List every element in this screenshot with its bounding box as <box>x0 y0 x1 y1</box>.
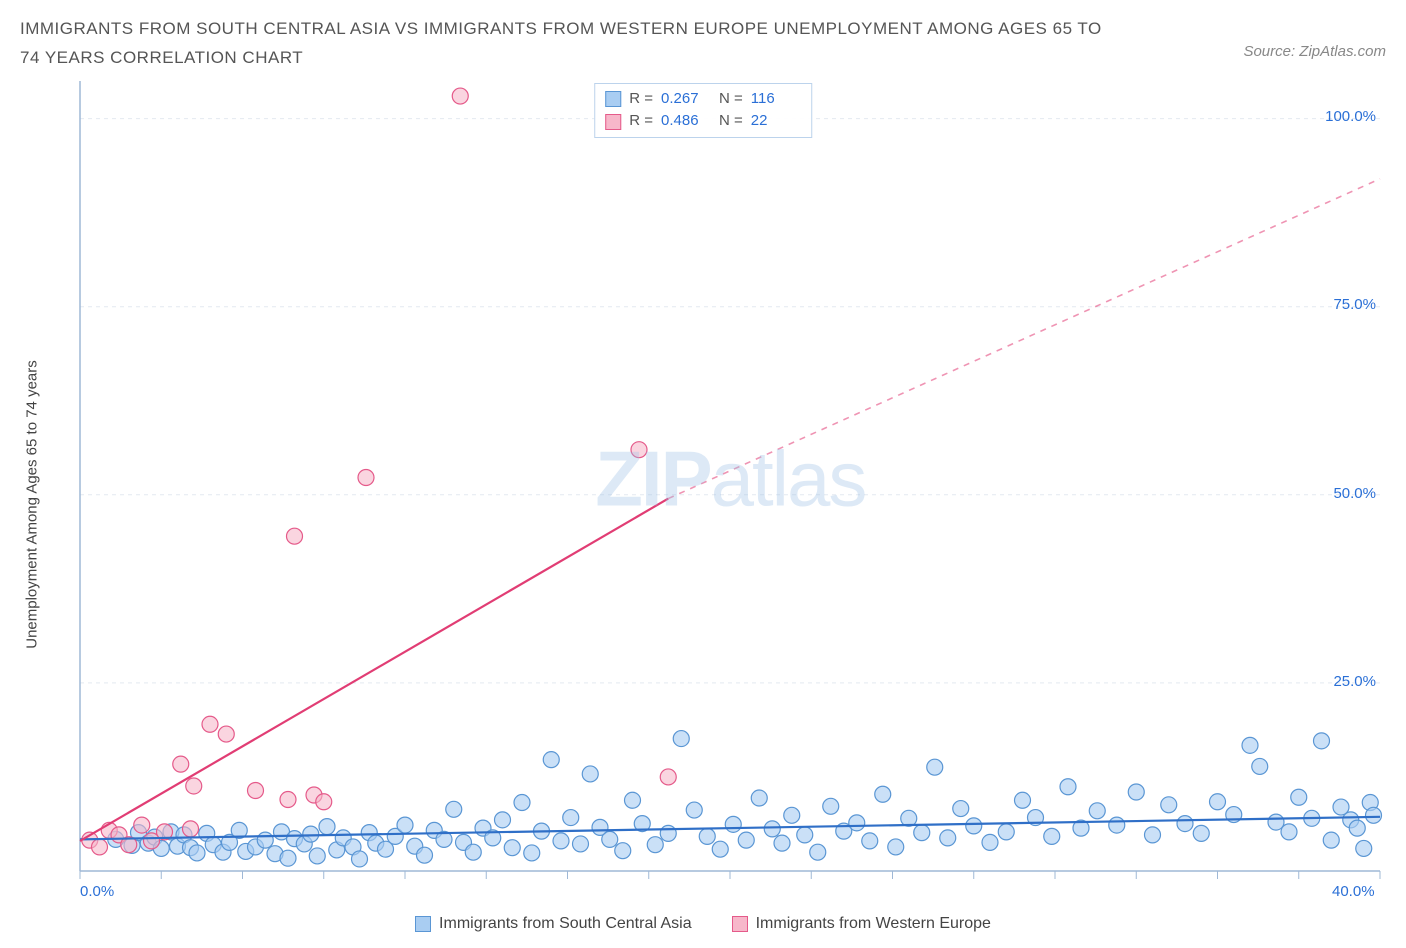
bottom-legend: Immigrants from South Central Asia Immig… <box>20 915 1386 933</box>
r-value-a: 0.267 <box>661 88 711 111</box>
source-attribution: Source: ZipAtlas.com <box>1243 43 1386 60</box>
scatter-plot <box>20 81 1386 891</box>
chart-container: Unemployment Among Ages 65 to 74 years Z… <box>20 81 1386 911</box>
legend-item-b: Immigrants from Western Europe <box>732 915 991 933</box>
swatch-series-b <box>732 916 748 932</box>
r-value-b: 0.486 <box>661 110 711 133</box>
y-tick-label: 25.0% <box>1333 673 1376 690</box>
n-label: N = <box>719 88 743 111</box>
x-tick-label: 0.0% <box>80 883 114 900</box>
y-tick-label: 100.0% <box>1325 108 1376 125</box>
y-axis-label: Unemployment Among Ages 65 to 74 years <box>24 360 41 649</box>
legend-label-b: Immigrants from Western Europe <box>756 915 991 933</box>
chart-header: IMMIGRANTS FROM SOUTH CENTRAL ASIA VS IM… <box>20 15 1386 73</box>
legend-item-a: Immigrants from South Central Asia <box>415 915 692 933</box>
y-tick-label: 75.0% <box>1333 296 1376 313</box>
swatch-series-a <box>415 916 431 932</box>
n-value-a: 116 <box>751 88 801 111</box>
y-tick-label: 50.0% <box>1333 485 1376 502</box>
swatch-series-b <box>605 114 621 130</box>
stats-row-series-b: R = 0.486 N = 22 <box>605 110 801 133</box>
stats-row-series-a: R = 0.267 N = 116 <box>605 88 801 111</box>
stats-legend-box: R = 0.267 N = 116 R = 0.486 N = 22 <box>594 83 812 138</box>
r-label: R = <box>629 110 653 133</box>
n-label: N = <box>719 110 743 133</box>
swatch-series-a <box>605 91 621 107</box>
r-label: R = <box>629 88 653 111</box>
chart-title: IMMIGRANTS FROM SOUTH CENTRAL ASIA VS IM… <box>20 15 1120 73</box>
x-tick-label: 40.0% <box>1332 883 1375 900</box>
legend-label-a: Immigrants from South Central Asia <box>439 915 692 933</box>
n-value-b: 22 <box>751 110 801 133</box>
